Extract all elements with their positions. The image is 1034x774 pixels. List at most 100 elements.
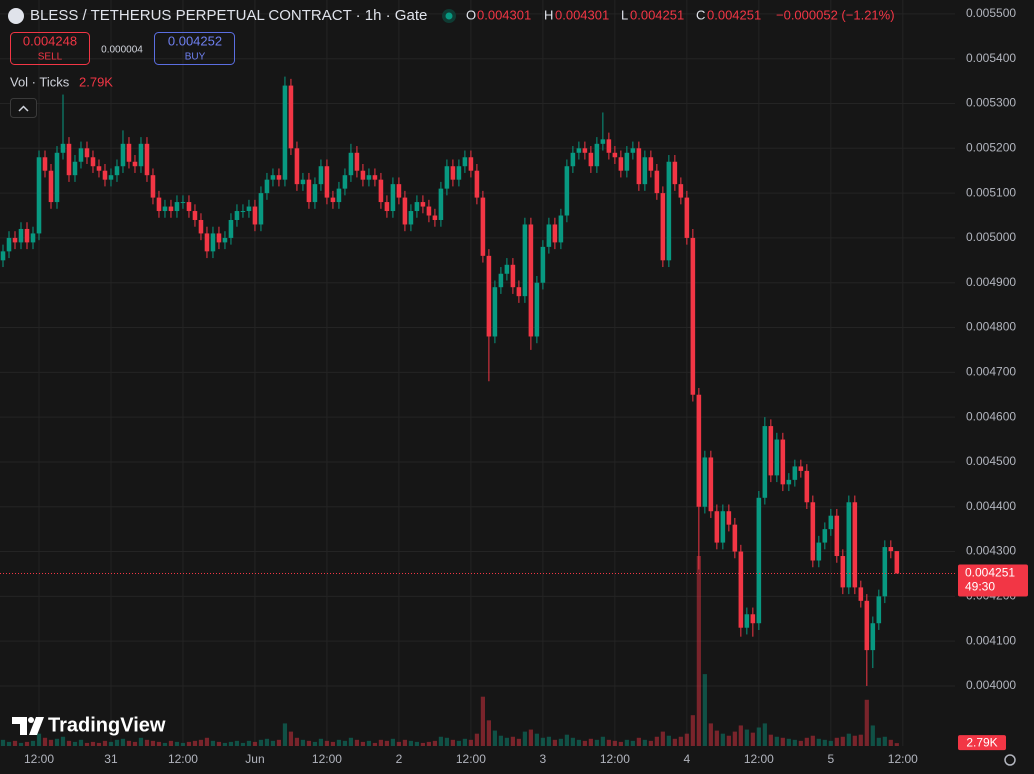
volume-bar (24, 741, 30, 746)
candle-body (816, 542, 822, 561)
candle-body (636, 148, 642, 185)
candle-body (42, 157, 48, 171)
volume-bar (744, 729, 749, 746)
candle-body (96, 166, 102, 171)
volume-bar (342, 740, 348, 746)
volume-bar (672, 738, 677, 746)
candle-body (366, 175, 372, 180)
candle-body (444, 166, 450, 189)
candle-body (168, 206, 174, 212)
volume-bar (756, 727, 761, 746)
volume-bar (606, 739, 611, 746)
x-tick-label: 12:00 (888, 752, 918, 766)
candle-body (102, 170, 108, 180)
candle-body (534, 282, 540, 337)
candle-body (612, 152, 618, 158)
candle-body (12, 237, 18, 243)
candle-body (414, 202, 420, 212)
volume-bar (144, 739, 150, 746)
candle-body (648, 157, 654, 171)
candle-body (708, 457, 714, 512)
volume-bar (120, 738, 126, 746)
candle-body (834, 515, 840, 557)
volume-bar (636, 737, 641, 746)
candle-body (522, 224, 528, 297)
y-tick-label: 0.004700 (966, 364, 1016, 378)
volume-bar (498, 735, 503, 746)
volume-bar (684, 733, 689, 746)
candle-body (180, 202, 186, 204)
candle-body (798, 466, 804, 471)
volume-bar (834, 737, 839, 746)
volume-bar (84, 742, 90, 746)
candle-body (570, 152, 576, 167)
candle-body (852, 502, 858, 588)
candle-body (690, 237, 696, 395)
candle-body (348, 152, 354, 176)
volume-bar (96, 742, 102, 746)
candle-body (858, 587, 864, 601)
candle-body (324, 166, 330, 198)
volume-bar (774, 736, 779, 746)
collapse-button[interactable] (10, 98, 37, 118)
volume-bar (174, 741, 180, 746)
volume-bar (660, 731, 665, 746)
volume-bar (594, 739, 599, 746)
candle-body (576, 148, 582, 153)
volume-bar (282, 723, 288, 746)
volume-bar (828, 740, 833, 746)
volume-bar (552, 739, 557, 746)
volume-bar (588, 738, 593, 746)
candle-body (300, 179, 306, 185)
spread: 0.000004 (101, 45, 143, 56)
candle-body (36, 157, 42, 234)
candle-body (750, 614, 756, 624)
candle-body (768, 426, 774, 476)
candle-body (276, 175, 282, 180)
volume-bar (690, 715, 695, 746)
volume-bar (762, 723, 767, 746)
candle-body (18, 228, 24, 243)
candle-body (582, 148, 588, 153)
sell-button[interactable] (10, 32, 90, 65)
candle-body (684, 197, 690, 238)
ohlc-letter: L (621, 7, 628, 22)
candle-body (138, 143, 144, 167)
volume-bar (648, 740, 653, 746)
price-tag-value: 0.004251 (965, 566, 1015, 580)
candle-body (498, 273, 504, 288)
volume-bar (402, 739, 408, 746)
candle-body (114, 166, 120, 176)
volume-bar (330, 741, 336, 746)
sell-label: SELL (38, 52, 63, 63)
volume-bar (522, 731, 527, 746)
candle-body (474, 170, 480, 198)
candle-body (126, 143, 132, 162)
candle-body (24, 228, 30, 243)
volume-bar (468, 739, 474, 746)
buy-button[interactable] (154, 32, 235, 65)
candle-body (546, 224, 552, 247)
volume-bar (252, 741, 258, 746)
candle-body (456, 166, 462, 180)
volume-bar (306, 740, 312, 746)
volume-bar (858, 734, 863, 746)
candle-body (66, 143, 72, 176)
candle-body (606, 139, 612, 153)
price-tag-countdown: 49:30 (965, 580, 995, 594)
candle-body (234, 211, 240, 220)
candle-body (744, 614, 750, 628)
settings-icon[interactable] (1004, 754, 1016, 766)
candle-body (786, 479, 792, 485)
volume-bar (288, 731, 294, 746)
candle-body (204, 233, 210, 252)
candle-body (660, 193, 666, 261)
candle-body (588, 152, 594, 167)
volume-bar (666, 735, 671, 746)
logo-dot (28, 717, 34, 723)
volume-bar (354, 739, 360, 746)
volume-bar (276, 739, 282, 746)
volume-bar (546, 736, 551, 746)
candle-body (150, 175, 156, 198)
